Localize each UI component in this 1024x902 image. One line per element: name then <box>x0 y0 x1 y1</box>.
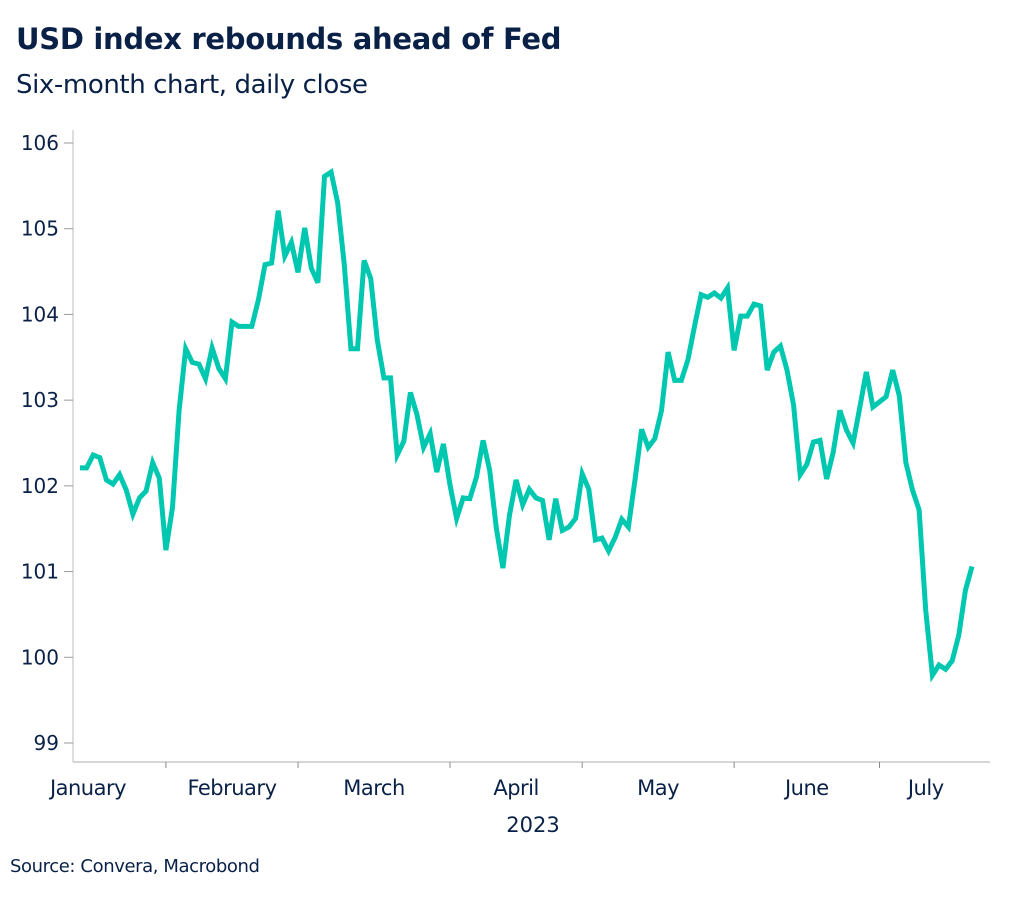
x-axis: January February March April May June July 2023 <box>48 761 990 837</box>
y-tick-label: 102 <box>21 474 59 498</box>
x-tick-label: July <box>906 776 944 800</box>
x-tick-label: March <box>343 776 405 800</box>
y-tick-label: 99 <box>34 731 59 755</box>
y-tick-label: 100 <box>21 645 59 669</box>
x-tick-label: May <box>637 776 679 800</box>
y-tick-label: 105 <box>21 217 59 241</box>
chart-subtitle: Six-month chart, daily close <box>16 70 368 100</box>
y-tick-label: 104 <box>21 302 59 326</box>
x-axis-label: 2023 <box>506 813 559 837</box>
series-layer <box>80 168 975 683</box>
x-tick-label: June <box>783 776 829 800</box>
y-tick-label: 106 <box>21 131 59 155</box>
x-tick-label: February <box>187 776 276 800</box>
series-line-usd-index <box>80 168 975 683</box>
chart-title: USD index rebounds ahead of Fed <box>16 22 562 56</box>
x-tick-label: April <box>493 776 539 800</box>
y-tick-label: 103 <box>21 388 59 412</box>
y-axis: 99 100 101 102 103 104 105 106 <box>21 130 74 762</box>
y-tick-label: 101 <box>21 560 59 584</box>
source-note: Source: Convera, Macrobond <box>10 856 260 877</box>
x-tick-label: January <box>48 776 126 800</box>
